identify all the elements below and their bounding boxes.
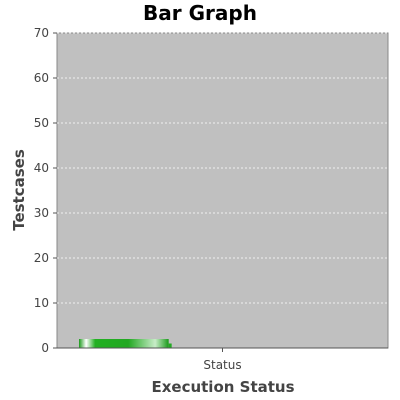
y-tick-label: 60 xyxy=(34,71,49,85)
x-axis-ticks: Status xyxy=(203,348,242,372)
bars xyxy=(79,339,172,348)
plot-area xyxy=(56,32,389,349)
y-tick-label: 0 xyxy=(41,341,49,355)
y-tick-label: 50 xyxy=(34,116,49,130)
y-axis-label: Testcases xyxy=(10,149,28,231)
x-tick-label: Status xyxy=(203,358,241,372)
y-tick-label: 40 xyxy=(34,161,49,175)
y-tick-label: 10 xyxy=(34,296,49,310)
chart-title: Bar Graph xyxy=(143,1,257,25)
grid-lines xyxy=(57,32,388,304)
y-tick-label: 30 xyxy=(34,206,49,220)
y-tick-label: 70 xyxy=(34,26,49,40)
bar-series-0 xyxy=(79,339,169,348)
y-tick-label: 20 xyxy=(34,251,49,265)
bar-shadow xyxy=(168,343,172,348)
y-axis-ticks: 0 10 20 30 40 50 60 70 xyxy=(34,26,57,355)
x-axis-label: Execution Status xyxy=(151,378,294,396)
